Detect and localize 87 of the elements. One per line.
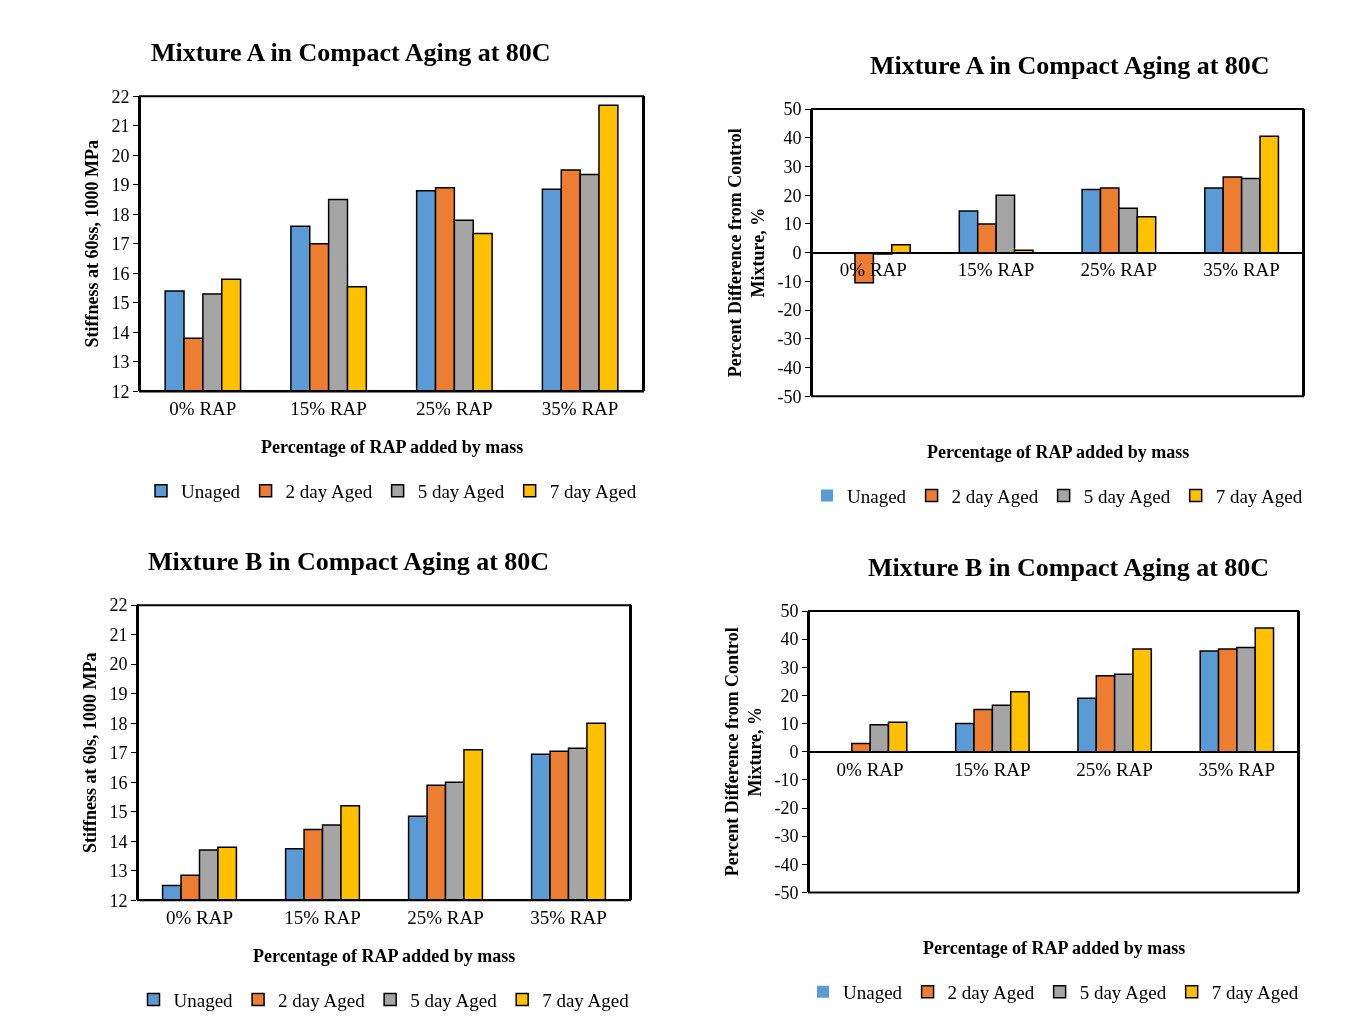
x-tick-label: 15% RAP xyxy=(284,907,361,929)
y-tick-label: -20 xyxy=(777,300,802,321)
y-tick-label: 18 xyxy=(111,204,130,225)
x-tick-label: 15% RAP xyxy=(290,398,367,420)
y-tick-label: 50 xyxy=(783,99,802,120)
x-axis-title: Percentage of RAP added by mass xyxy=(261,437,524,457)
y-tick-label: -10 xyxy=(777,271,802,292)
y-tick-label: 50 xyxy=(780,601,799,622)
y-tick-label: 20 xyxy=(780,685,799,706)
y-axis-title: Stiffness at 60ss, 1000 MPa xyxy=(82,140,103,348)
x-axis-title: Percentage of RAP added by mass xyxy=(253,946,516,966)
y-tick-label: -40 xyxy=(774,854,799,875)
y-tick-label: 12 xyxy=(109,890,128,911)
legend-label: 2 day Aged xyxy=(285,481,373,503)
chart-title: Mixture A in Compact Aging at 80C xyxy=(151,38,551,67)
y-tick-label: 13 xyxy=(109,861,128,882)
legend-label: Unaged xyxy=(843,982,903,1004)
x-tick-label: 0% RAP xyxy=(165,907,234,929)
y-tick-label: 10 xyxy=(783,214,802,235)
chart-title: Mixture B in Compact Aging at 80C xyxy=(868,553,1270,582)
y-tick-label: 10 xyxy=(780,713,799,734)
legend-label: 5 day Aged xyxy=(1083,485,1171,507)
y-tick-label: 30 xyxy=(783,156,802,177)
legend-label: 5 day Aged xyxy=(417,481,505,503)
x-tick-label: 25% RAP xyxy=(1080,259,1158,281)
legend-label: 7 day Aged xyxy=(542,989,630,1011)
y-tick-label: -50 xyxy=(777,386,802,407)
y-tick-label: -20 xyxy=(774,798,799,819)
legend-label: Unaged xyxy=(847,485,907,507)
y-tick-label: -40 xyxy=(777,357,802,378)
legend-label: Unaged xyxy=(181,481,241,503)
y-tick-label: 30 xyxy=(780,657,799,678)
y-tick-label: -50 xyxy=(774,882,799,903)
y-tick-label: 20 xyxy=(783,185,802,206)
x-tick-label: 25% RAP xyxy=(416,398,493,420)
chart-title: Mixture A in Compact Aging at 80C xyxy=(870,51,1270,80)
y-tick-label: 16 xyxy=(111,263,130,284)
x-tick-label: 35% RAP xyxy=(1203,259,1280,281)
y-tick-label: 19 xyxy=(111,175,130,196)
x-tick-label: 25% RAP xyxy=(407,907,484,929)
x-tick-label: 35% RAP xyxy=(1198,758,1276,780)
y-tick-label: 20 xyxy=(109,654,128,675)
y-tick-label: 19 xyxy=(109,684,128,704)
y-axis-title: Stiffness at 60s, 1000 MPa xyxy=(80,652,101,853)
chart-title: Mixture B in Compact Aging at 80C xyxy=(148,547,550,576)
legend-label: 7 day Aged xyxy=(549,481,637,503)
legend-label: 5 day Aged xyxy=(410,989,498,1011)
legend-label: 2 day Aged xyxy=(951,485,1039,507)
y-tick-label: 0 xyxy=(792,242,802,263)
y-tick-label: 15 xyxy=(111,293,130,314)
legend-label: 2 day Aged xyxy=(278,989,366,1011)
y-tick-label: -30 xyxy=(777,329,802,350)
legend-label: 7 day Aged xyxy=(1211,982,1299,1004)
y-tick-label: 0 xyxy=(789,742,799,763)
y-tick-label: 17 xyxy=(111,234,130,255)
x-axis-title: Percentage of RAP added by mass xyxy=(927,442,1190,462)
y-axis-title: Percent Difference from Control Mixture, % xyxy=(724,128,769,378)
y-tick-label: 21 xyxy=(109,624,128,645)
y-tick-label: 12 xyxy=(111,381,130,402)
legend-label: 7 day Aged xyxy=(1215,485,1303,507)
x-tick-label: 25% RAP xyxy=(1076,758,1153,780)
x-tick-label: 0% RAP xyxy=(169,398,237,420)
y-tick-label: -30 xyxy=(774,826,799,847)
y-tick-label: 13 xyxy=(111,352,130,373)
y-tick-label: 21 xyxy=(111,116,130,137)
x-tick-label: 35% RAP xyxy=(541,398,619,420)
x-tick-label: 15% RAP xyxy=(957,259,1035,281)
y-axis-title: Percent Difference from Control Mixture, % xyxy=(721,627,766,877)
legend-label: Unaged xyxy=(173,989,234,1011)
x-tick-label: 15% RAP xyxy=(954,758,1031,780)
y-tick-label: 18 xyxy=(109,713,128,734)
y-tick-label: 14 xyxy=(109,831,128,852)
y-tick-label: 15 xyxy=(109,802,128,823)
y-tick-label: 16 xyxy=(109,772,128,793)
y-tick-label: 17 xyxy=(109,743,128,764)
y-tick-label: 20 xyxy=(111,145,130,166)
y-tick-label: 22 xyxy=(109,595,128,616)
y-tick-label: 14 xyxy=(111,322,130,343)
x-tick-label: 35% RAP xyxy=(530,907,607,929)
y-tick-label: 40 xyxy=(780,629,799,650)
y-tick-label: -10 xyxy=(774,770,799,791)
legend-label: 5 day Aged xyxy=(1079,982,1167,1004)
x-tick-label: 0% RAP xyxy=(836,758,904,780)
y-tick-label: 22 xyxy=(111,86,130,107)
y-tick-label: 40 xyxy=(783,128,802,149)
legend-label: 2 day Aged xyxy=(947,982,1035,1004)
x-axis-title: Percentage of RAP added by mass xyxy=(923,938,1186,958)
